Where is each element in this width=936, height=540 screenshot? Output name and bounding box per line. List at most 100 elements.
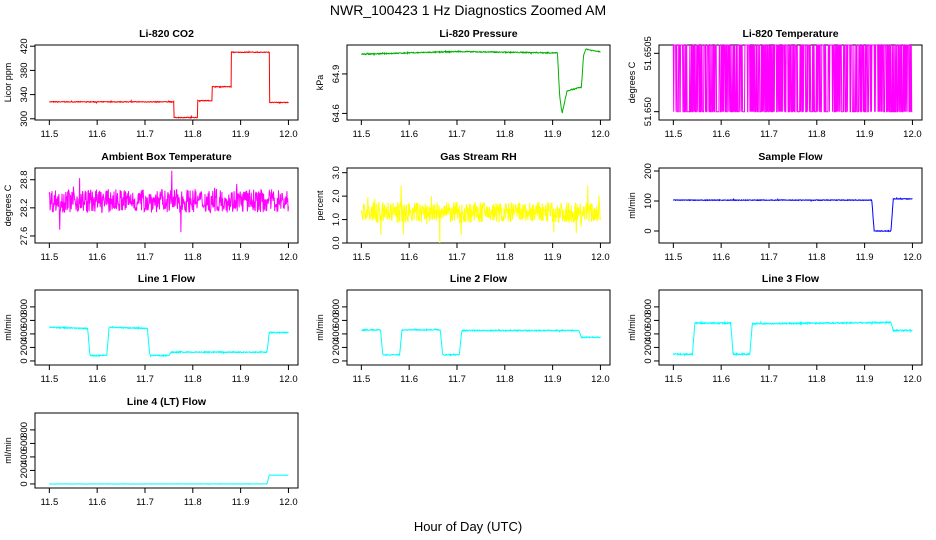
y-tick-label: 200 <box>643 340 654 356</box>
y-tick-label: 400 <box>19 326 30 342</box>
panel-title: Line 2 Flow <box>450 273 508 285</box>
panel-title: Line 4 (LT) Flow <box>127 396 207 408</box>
y-tick-label: 300 <box>19 111 30 127</box>
x-tick-label: 11.8 <box>184 374 202 385</box>
x-tick-label: 11.6 <box>88 497 106 508</box>
x-tick-label: 11.5 <box>352 252 370 263</box>
y-tick-label: 400 <box>331 326 342 342</box>
x-tick-label: 11.6 <box>88 374 106 385</box>
x-tick-label: 11.9 <box>856 374 874 385</box>
x-tick-label: 11.5 <box>40 374 58 385</box>
panel-title: Line 3 Flow <box>762 273 820 285</box>
y-tick-label: 1.0 <box>331 213 342 226</box>
x-tick-label: 11.9 <box>856 252 874 263</box>
panel-3: Ambient Box Temperature 11.5 11.6 11.7 11.8 1… <box>3 151 299 263</box>
x-tick-label: 12.0 <box>279 252 298 263</box>
y-tick-label: 800 <box>19 422 30 438</box>
panel-7: Line 2 Flow 11.5 11.6 11.7 11.8 11.9 12.0 0 2004… <box>315 273 611 385</box>
x-tick-label: 12.0 <box>903 252 922 263</box>
x-tick-label: 11.6 <box>712 252 730 263</box>
panel-title: Gas Stream RH <box>440 151 516 163</box>
series-line <box>360 185 601 244</box>
series-line <box>49 474 289 485</box>
x-tick-label: 11.7 <box>136 497 154 508</box>
x-tick-label: 11.9 <box>232 252 250 263</box>
x-tick-label: 12.0 <box>279 129 298 140</box>
plot-frame <box>658 289 923 366</box>
figure-title: NWR_100423 1 Hz Diagnostics Zoomed AM <box>330 2 606 18</box>
y-axis-label: ml/min <box>627 192 637 219</box>
y-axis-label: kPa <box>315 75 325 91</box>
y-tick-label: 27.6 <box>19 227 30 246</box>
plot-frame <box>34 44 299 121</box>
series-line <box>48 170 289 233</box>
panel-1: Li-820 Pressure 11.5 11.6 11.7 11.8 11.9 12.0 6… <box>315 28 611 140</box>
x-tick-label: 11.6 <box>88 129 106 140</box>
x-tick-label: 11.9 <box>232 497 250 508</box>
x-tick-label: 11.7 <box>136 129 154 140</box>
y-tick-label: 420 <box>19 38 30 54</box>
x-tick-label: 11.6 <box>400 129 418 140</box>
y-tick-label: 380 <box>19 62 30 78</box>
plot-frame <box>346 167 611 244</box>
x-tick-label: 12.0 <box>903 129 922 140</box>
plot-frame <box>658 167 923 244</box>
x-tick-label: 11.8 <box>184 497 202 508</box>
y-tick-label: 800 <box>331 299 342 315</box>
y-tick-label: 200 <box>19 463 30 479</box>
panel-title: Sample Flow <box>758 151 823 163</box>
y-tick-label: 64.9 <box>331 65 342 84</box>
y-tick-label: 51.6505 <box>643 36 654 70</box>
panel-title: Ambient Box Temperature <box>101 151 232 163</box>
x-tick-label: 11.7 <box>760 374 778 385</box>
y-tick-label: 600 <box>331 312 342 328</box>
y-axis-label: degrees C <box>627 61 637 103</box>
panels-group: Li-820 CO2 11.5 11.6 11.7 11.8 11.9 12.0 300 340… <box>3 28 923 508</box>
x-tick-label: 11.8 <box>184 252 202 263</box>
x-tick-label: 11.8 <box>808 374 826 385</box>
series-line <box>672 196 913 233</box>
y-tick-label: 800 <box>643 299 654 315</box>
y-tick-label: 51.650 <box>643 97 654 126</box>
x-tick-label: 11.8 <box>496 374 514 385</box>
panel-title: Line 1 Flow <box>138 273 196 285</box>
x-tick-label: 12.0 <box>279 374 298 385</box>
y-tick-label: 2.0 <box>331 190 342 203</box>
y-tick-label: 28.8 <box>19 170 30 189</box>
x-tick-label: 11.6 <box>712 374 730 385</box>
panel-5: Sample Flow 11.5 11.6 11.7 11.8 11.9 12.0 0 100 2… <box>627 151 923 263</box>
x-tick-label: 11.7 <box>448 252 466 263</box>
x-tick-label: 12.0 <box>591 252 610 263</box>
x-tick-label: 11.5 <box>664 374 682 385</box>
y-axis-label: ml/min <box>627 314 637 341</box>
panel-title: Li-820 Temperature <box>742 28 838 40</box>
y-tick-label: 3.0 <box>331 166 342 179</box>
series-line <box>48 325 289 358</box>
y-tick-label: 200 <box>19 340 30 356</box>
y-tick-label: 0 <box>19 358 30 363</box>
x-tick-label: 12.0 <box>279 497 298 508</box>
y-tick-label: 100 <box>643 193 654 209</box>
plot-frame <box>346 289 611 366</box>
plot-frame <box>34 289 299 366</box>
series-line <box>672 44 913 113</box>
y-tick-label: 800 <box>19 299 30 315</box>
series-line <box>49 50 289 119</box>
plot-frame <box>346 44 611 121</box>
x-tick-label: 11.7 <box>448 374 466 385</box>
y-axis-label: ml/min <box>3 437 13 464</box>
x-tick-label: 11.5 <box>40 129 58 140</box>
y-axis-label: degrees C <box>3 184 13 226</box>
panel-6: Line 1 Flow 11.5 11.6 11.7 11.8 11.9 12.0 0 2004… <box>3 273 299 385</box>
plot-frame <box>34 412 299 489</box>
x-tick-label: 12.0 <box>903 374 922 385</box>
series-line <box>360 48 601 114</box>
panel-4: Gas Stream RH 11.5 11.6 11.7 11.8 11.9 12.0 0.0… <box>315 151 611 263</box>
x-tick-label: 12.0 <box>591 129 610 140</box>
x-tick-label: 11.7 <box>448 129 466 140</box>
x-tick-label: 11.6 <box>400 374 418 385</box>
figure-xlabel: Hour of Day (UTC) <box>414 519 522 534</box>
y-tick-label: 400 <box>643 326 654 342</box>
panel-title: Li-820 Pressure <box>439 28 517 40</box>
y-tick-label: 0.0 <box>331 236 342 249</box>
